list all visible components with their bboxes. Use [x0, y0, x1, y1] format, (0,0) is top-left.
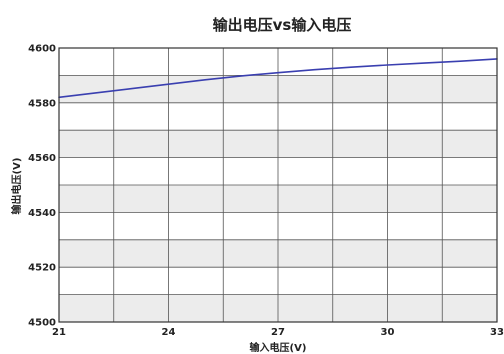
y-tick-labels: 4500 4520 4540 4560 4580 4600	[28, 44, 56, 329]
x-tick-label: 27	[271, 327, 285, 338]
x-axis-label: 输入电压(V)	[250, 341, 307, 354]
y-tick-label: 4560	[28, 153, 56, 164]
chart-title: 输出电压vs输入电压	[213, 16, 352, 34]
x-tick-label: 33	[490, 327, 504, 338]
y-tick-label: 4520	[28, 263, 56, 274]
series-line-0	[58, 58, 498, 99]
x-tick-labels: 21 24 27 30 33	[52, 327, 504, 338]
y-tick-label: 4600	[28, 44, 56, 55]
plot-frame-group	[58, 47, 498, 323]
y-tick-label: 4500	[28, 318, 56, 329]
plot-frame	[58, 47, 498, 323]
x-tick-label: 30	[381, 327, 395, 338]
y-tick-label: 4580	[28, 98, 56, 109]
y-axis-label: 输出电压(V)	[10, 158, 23, 215]
x-tick-label: 24	[162, 327, 176, 338]
series-group	[58, 58, 498, 99]
x-tick-label: 21	[52, 327, 66, 338]
y-tick-label: 4540	[28, 208, 56, 219]
